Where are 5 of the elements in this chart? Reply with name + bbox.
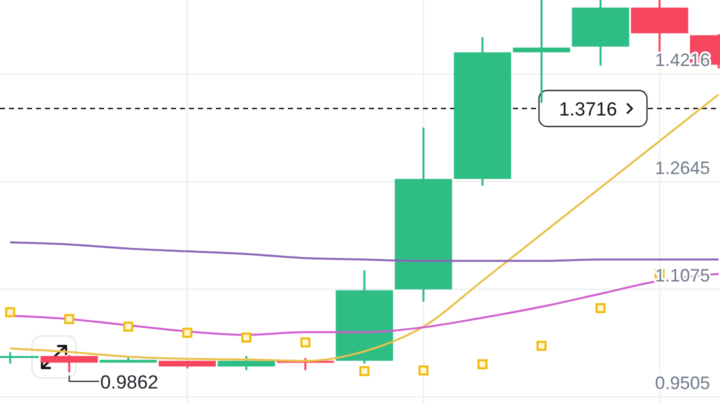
y-tick-label: 1.2645 (654, 158, 710, 178)
ref-line-label: 1.3716 (558, 99, 618, 120)
annotation: 0.9862 (100, 372, 158, 394)
y-tick-label: 1.4216 (654, 50, 710, 70)
y-tick-label: 0.9505 (654, 372, 710, 393)
